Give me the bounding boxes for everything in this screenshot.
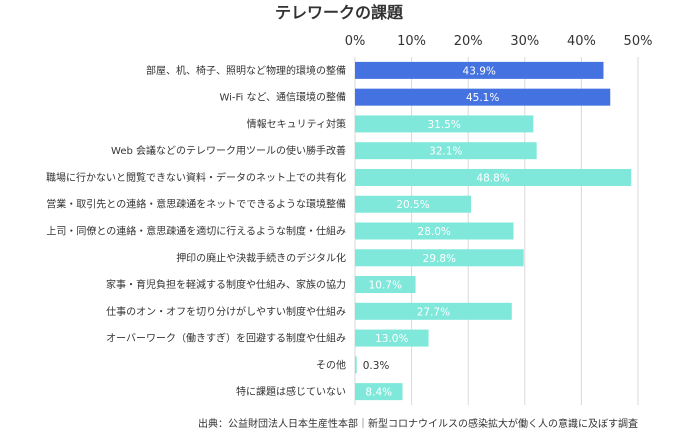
bar — [355, 329, 429, 347]
bar — [355, 142, 537, 160]
category-label: 上司・同僚との連絡・意思疎通を適切に行えるような制度・仕組み — [46, 225, 346, 238]
value-label: 45.1% — [466, 92, 499, 104]
value-label: 10.7% — [369, 280, 402, 292]
x-tick-label: 40% — [567, 34, 596, 49]
category-label: オーバーワーク（働きすぎ）を回避する制度や仕組み — [106, 332, 346, 345]
x-tick-label: 20% — [454, 34, 483, 49]
bar — [355, 115, 534, 133]
category-label: Web 会議などのテレワーク用ツールの使い勝手改善 — [111, 144, 346, 157]
source-note: 出典：公益財団法人日本生産性本部｜新型コロナウイルスの感染拡大が働く人の意識に及… — [198, 417, 638, 430]
category-label: 営業・取引先との連絡・意思疎通をネットでできるような環境整備 — [46, 198, 346, 211]
bar — [355, 302, 512, 320]
value-label: 31.5% — [427, 119, 460, 131]
bar — [355, 195, 472, 213]
chart-title: テレワークの課題 — [275, 3, 404, 22]
bar — [355, 249, 524, 267]
value-label: 0.3% — [363, 360, 390, 372]
bar — [355, 276, 416, 294]
value-label: 43.9% — [463, 65, 496, 77]
bar — [355, 222, 514, 240]
value-label: 29.8% — [423, 253, 456, 265]
value-label: 8.4% — [365, 387, 392, 399]
bar — [355, 168, 632, 186]
x-tick-label: 10% — [397, 34, 426, 49]
category-label: 職場に行かないと閲覧できない資料・データのネット上での共有化 — [46, 171, 346, 184]
x-tick-label: 0% — [345, 34, 366, 49]
category-label: 家事・育児負担を軽減する制度や仕組み、家族の協力 — [106, 278, 346, 291]
category-label: 部屋、机、椅子、照明など物理的環境の整備 — [146, 64, 346, 77]
bar — [355, 356, 357, 374]
value-label: 13.0% — [375, 333, 408, 345]
bar — [355, 61, 604, 79]
value-label: 32.1% — [429, 146, 462, 158]
category-label: 特に課題は感じていない — [236, 385, 346, 398]
category-label: その他 — [316, 358, 346, 371]
category-label: 押印の廃止や決裁手続きのデジタル化 — [176, 251, 346, 264]
category-label: 仕事のオン・オフを切り分けがしやすい制度や仕組み — [106, 305, 346, 318]
value-label: 48.8% — [476, 172, 509, 184]
category-labels: 部屋、机、椅子、照明など物理的環境の整備 Wi-Fi など、通信環境の整備情報セキ… — [46, 64, 346, 398]
x-tick-label: 30% — [510, 34, 539, 49]
category-label: 情報セキュリティ対策 — [247, 117, 346, 130]
bars — [355, 61, 632, 401]
bar — [355, 383, 403, 401]
x-axis-ticks: 0% 10% 20% 30% 40% 50% — [345, 34, 653, 49]
value-labels: 43.9% 45.1% 31.5% 32.1% 48.8% 20.5% 28.0% 29.8%… — [363, 65, 510, 398]
value-label: 20.5% — [396, 199, 429, 211]
x-tick-label: 50% — [624, 34, 653, 49]
value-label: 28.0% — [418, 226, 451, 238]
value-label: 27.7% — [417, 306, 450, 318]
category-label: Wi-Fi など、通信環境の整備 — [219, 91, 346, 104]
bar — [355, 88, 611, 106]
